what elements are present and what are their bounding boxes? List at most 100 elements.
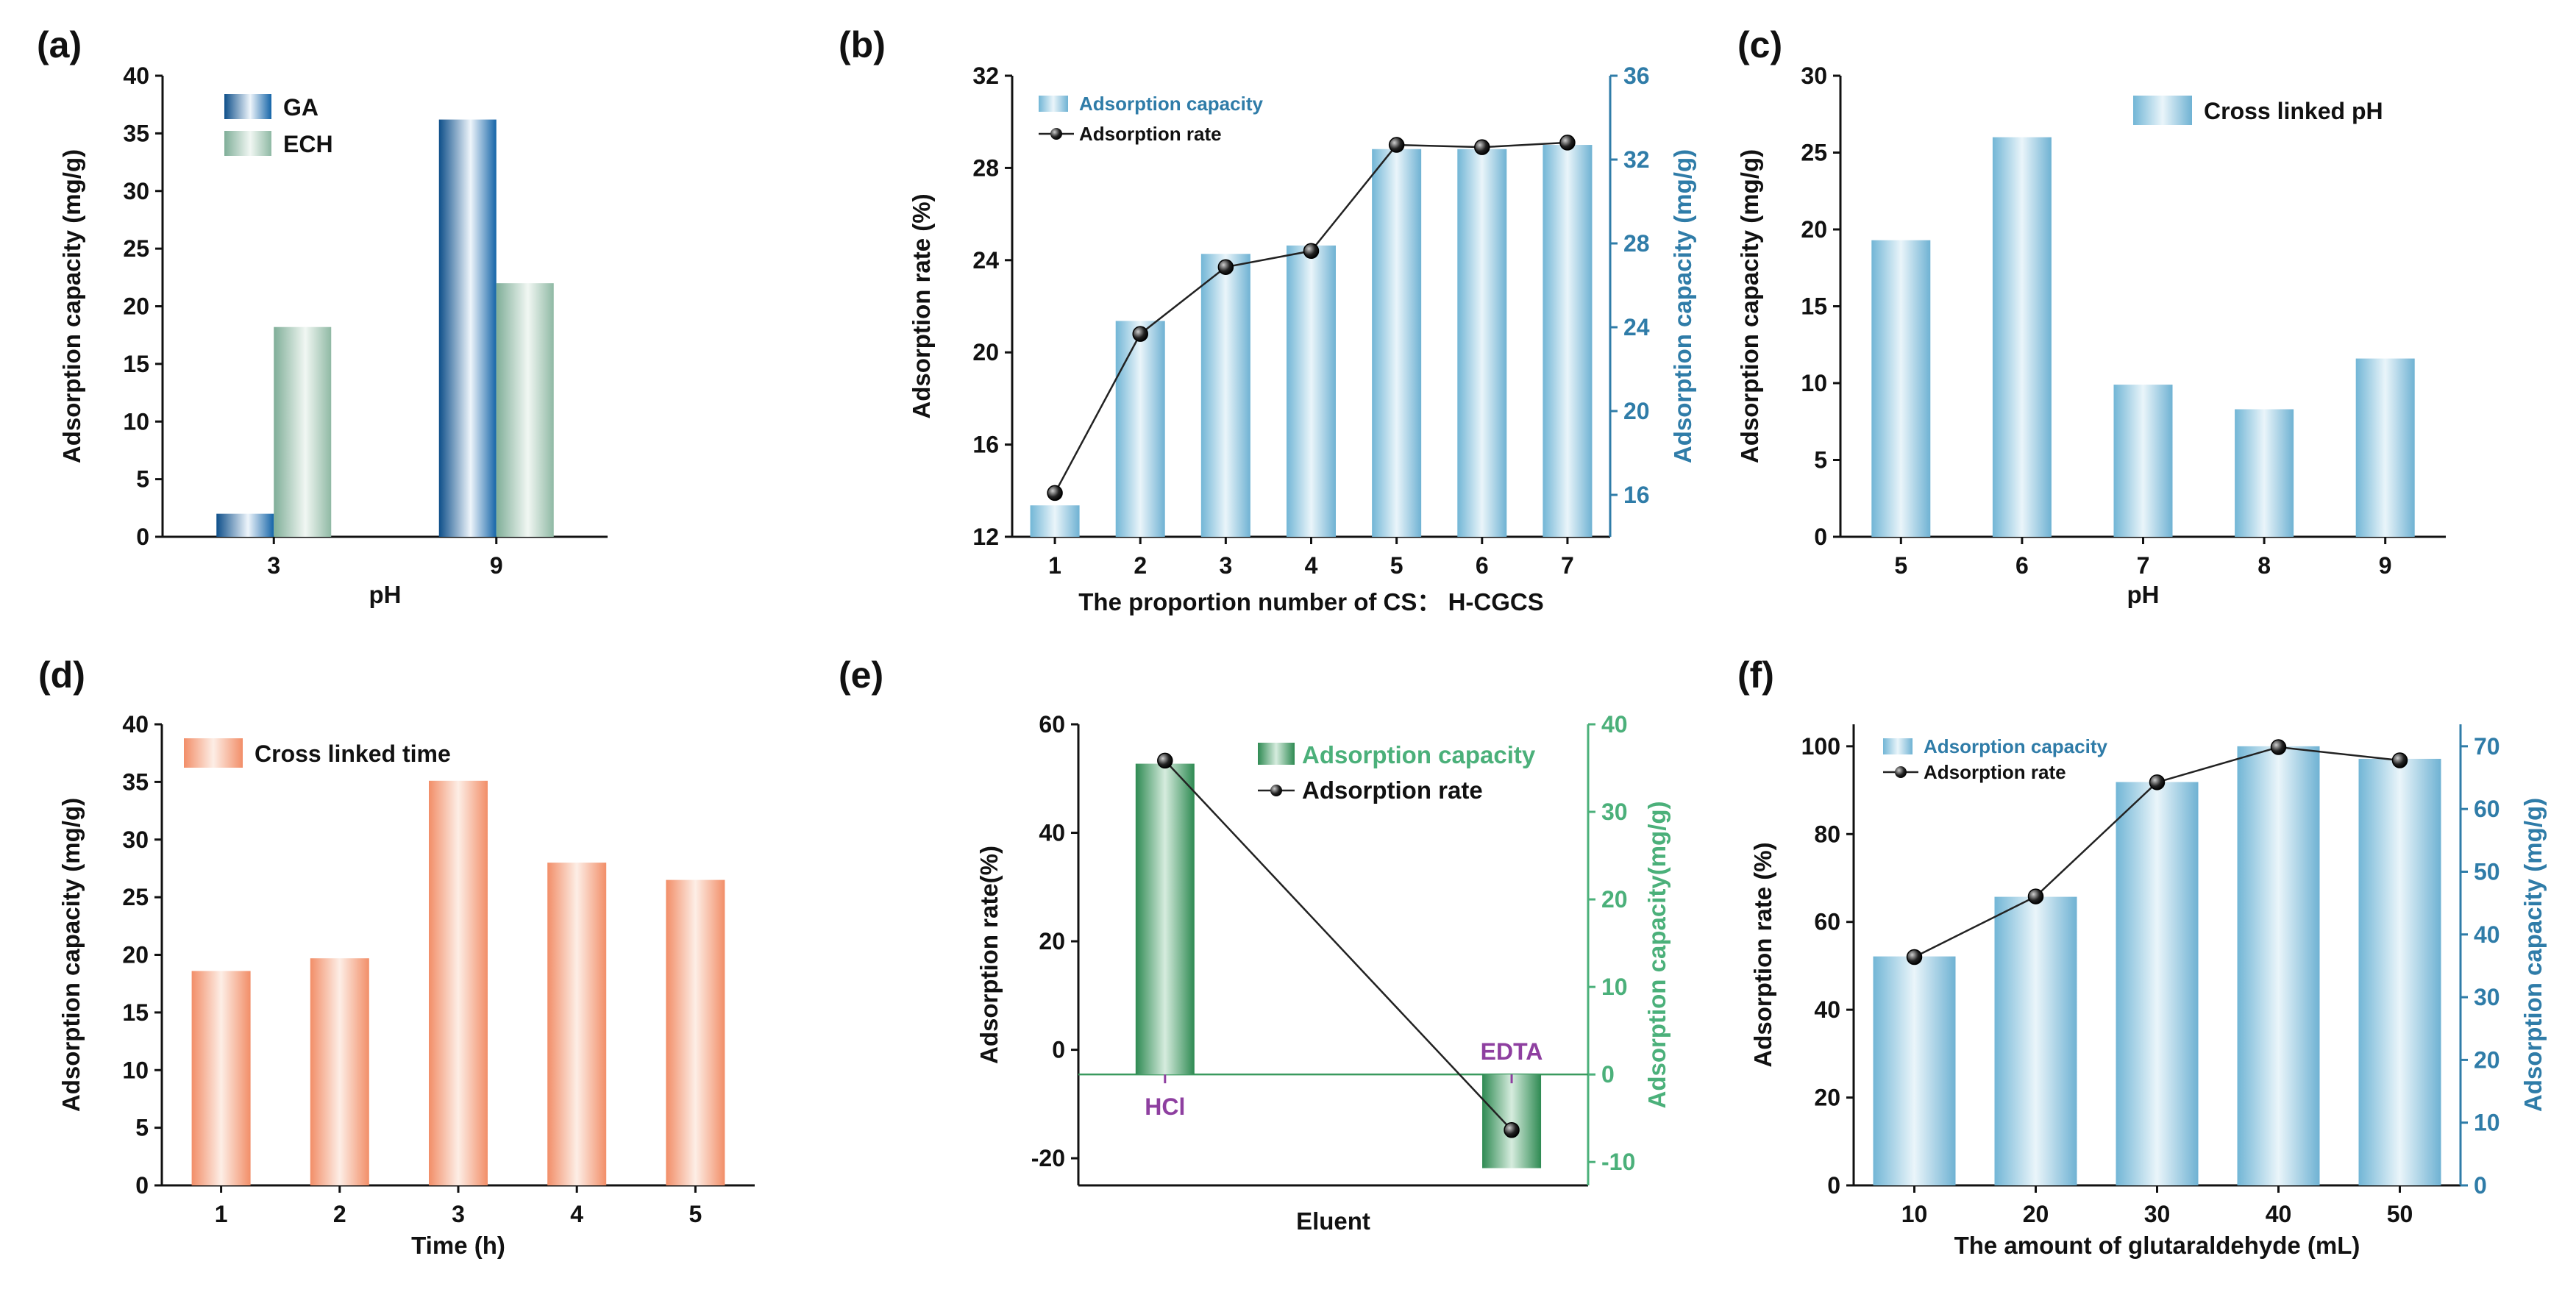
bar-d-crosslinked-time [547, 863, 607, 1185]
x-tick-label-f: 40 [2266, 1201, 2292, 1227]
x-tick-label-d: 1 [215, 1201, 228, 1227]
y-right-axis-title-f: Adsorption capacity (mg/g) [2519, 798, 2547, 1112]
y-right-tick-label-b: 16 [1623, 482, 1650, 508]
bar-c-crosslinked-ph [2235, 409, 2294, 537]
bar-d-crosslinked-time [666, 879, 725, 1185]
x-tick-label-c: 5 [1894, 552, 1907, 579]
x-tick-label-a: 3 [267, 552, 280, 579]
y-right-tick-label-b: 36 [1623, 63, 1650, 89]
bar-c-crosslinked-ph [1992, 137, 2052, 538]
x-axis-title-c: pH [2127, 581, 2160, 608]
panel-label-c: (c) [1737, 24, 1782, 65]
y-axis-title-b: Adsorption rate (%) [908, 193, 935, 418]
y-right-tick-label-f: 50 [2474, 858, 2500, 885]
x-tick-label-b: 4 [1305, 552, 1318, 579]
bar-c-crosslinked-ph [1871, 240, 1931, 537]
x-tick-label-f: 30 [2144, 1201, 2171, 1227]
bar-a-ga [438, 119, 497, 537]
y-tick-label-b: 32 [972, 63, 999, 89]
x-tick-label-b: 7 [1561, 552, 1574, 579]
x-tick-label-c: 9 [2379, 552, 2392, 579]
y-right-tick-label-e: 20 [1601, 886, 1628, 913]
bar-f-capacity [1994, 896, 2077, 1185]
rate-point-b [1132, 326, 1148, 342]
legend-label-f-line: Adsorption rate [1924, 761, 2066, 783]
bar-b-capacity [1372, 149, 1422, 537]
x-tick-label-c: 8 [2257, 552, 2271, 579]
rate-point-e [1504, 1122, 1520, 1138]
y-tick-label-f: 0 [1827, 1172, 1840, 1199]
y-tick-label-d: 10 [122, 1057, 149, 1083]
bar-c-crosslinked-ph [2113, 385, 2173, 537]
x-tick-label-f: 10 [1901, 1201, 1928, 1227]
y-tick-label-b: 12 [972, 524, 999, 550]
y-tick-label-d: 30 [122, 827, 149, 853]
legend-label-a: ECH [283, 131, 333, 157]
y-right-tick-label-b: 28 [1623, 230, 1650, 257]
x-tick-label-d: 2 [333, 1201, 346, 1227]
bar-f-capacity [2237, 746, 2320, 1185]
rate-point-f [2270, 739, 2287, 755]
y-axis-title-c: Adsorption capacity (mg/g) [1736, 149, 1763, 463]
rate-line-e [1164, 760, 1512, 1131]
legend-label-f-bar: Adsorption capacity [1924, 735, 2107, 757]
y-tick-label-a: 40 [123, 63, 149, 89]
y-right-tick-label-e: -10 [1601, 1149, 1635, 1175]
y-right-tick-label-e: 30 [1601, 799, 1628, 825]
x-tick-label-f: 50 [2387, 1201, 2413, 1227]
y-tick-label-a: 30 [123, 178, 149, 204]
y-tick-label-c: 5 [1814, 447, 1827, 474]
bar-f-capacity [2358, 758, 2441, 1185]
rate-point-b [1474, 139, 1490, 155]
x-tick-label-d: 3 [452, 1201, 465, 1227]
panel-label-d: (d) [38, 654, 85, 696]
legend-label-e-bar: Adsorption capacity [1302, 741, 1536, 768]
x-tick-label-d: 5 [689, 1201, 702, 1227]
legend-label-b-line: Adsorption rate [1079, 123, 1222, 145]
y-tick-label-c: 20 [1801, 216, 1827, 243]
rate-point-b [1047, 485, 1063, 502]
y-right-tick-label-f: 40 [2474, 921, 2500, 948]
bar-b-capacity [1200, 254, 1250, 537]
legend-dot-f [1895, 766, 1907, 778]
legend-label-c: Cross linked pH [2204, 98, 2383, 124]
x-tick-label-c: 7 [2137, 552, 2150, 579]
y-tick-label-a: 15 [123, 351, 149, 377]
legend-swatch-b-bar [1039, 96, 1068, 112]
y-axis-title-d: Adsorption capacity (mg/g) [57, 798, 85, 1112]
legend-swatch-c [2133, 96, 2192, 125]
legend-label-d: Cross linked time [255, 740, 451, 767]
x-tick-label-d: 4 [570, 1201, 583, 1227]
y-tick-label-a: 20 [123, 293, 149, 320]
panel-label-f: (f) [1737, 654, 1774, 696]
y-right-tick-label-f: 60 [2474, 796, 2500, 822]
x-tick-label-c: 6 [2015, 552, 2029, 579]
y-axis-title-f: Adsorption rate (%) [1749, 842, 1776, 1067]
bar-b-capacity [1287, 245, 1336, 537]
legend-swatch-a [224, 131, 271, 156]
y-tick-label-e: 0 [1052, 1037, 1065, 1063]
y-tick-label-d: 40 [122, 711, 149, 738]
bar-c-crosslinked-ph [2355, 358, 2415, 537]
rate-point-f [2391, 752, 2408, 768]
y-tick-label-d: 25 [122, 884, 149, 910]
x-axis-title-f: The amount of glutaraldehyde (mL) [1954, 1232, 2360, 1259]
y-tick-label-a: 0 [136, 524, 149, 550]
y-tick-label-f: 40 [1814, 996, 1840, 1023]
y-right-tick-label-b: 24 [1623, 314, 1650, 340]
x-axis-title-b: The proportion number of CS： H-CGCS [1078, 588, 1543, 615]
category-label-e: HCl [1145, 1093, 1185, 1120]
x-tick-label-f: 20 [2023, 1201, 2049, 1227]
y-right-tick-label-b: 32 [1623, 146, 1650, 173]
rate-point-f [1906, 949, 1923, 966]
y-axis-title-e: Adsorption rate(%) [975, 846, 1003, 1064]
y-right-tick-label-e: 0 [1601, 1061, 1615, 1088]
bar-d-crosslinked-time [310, 958, 369, 1185]
y-tick-label-d: 0 [135, 1172, 149, 1199]
legend-swatch-a [224, 94, 271, 119]
y-tick-label-a: 35 [123, 120, 149, 146]
y-tick-label-a: 10 [123, 408, 149, 435]
legend-dot-e [1270, 785, 1282, 796]
legend-label-a: GA [283, 94, 319, 121]
